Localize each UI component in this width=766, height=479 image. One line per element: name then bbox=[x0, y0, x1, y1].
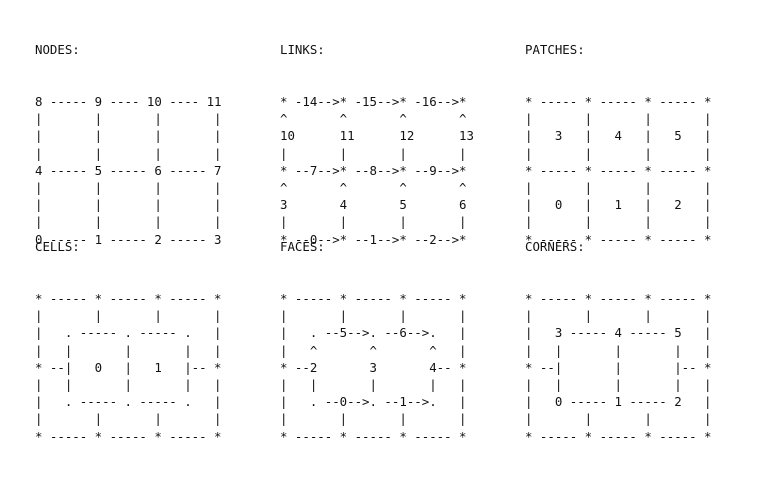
links-ascii-grid: * -14-->* -15-->* -16-->* ^ ^ ^ ^ 10 11 … bbox=[280, 94, 474, 247]
nodes-title: NODES: bbox=[35, 42, 80, 58]
corners-ascii-grid: * ----- * ----- * ----- * | | | | | 3 --… bbox=[525, 291, 712, 444]
links-title: LINKS: bbox=[280, 42, 325, 58]
grid-elements-diagram: NODES: 8 ----- 9 ---- 10 ---- 11 | | | |… bbox=[35, 7, 712, 443]
patches-ascii-grid: * ----- * ----- * ----- * | | | | | 3 | … bbox=[525, 94, 712, 247]
nodes-panel: NODES: 8 ----- 9 ---- 10 ---- 11 | | | |… bbox=[35, 7, 222, 282]
corners-panel: CORNERS: * ----- * ----- * ----- * | | |… bbox=[525, 204, 712, 479]
links-panel: LINKS: * -14-->* -15-->* -16-->* ^ ^ ^ ^… bbox=[280, 7, 474, 282]
corners-title: CORNERS: bbox=[525, 239, 585, 255]
nodes-ascii-grid: 8 ----- 9 ---- 10 ---- 11 | | | | | | | … bbox=[35, 94, 222, 247]
faces-title: FACES: bbox=[280, 239, 325, 255]
cells-panel: CELLS: * ----- * ----- * ----- * | | | |… bbox=[35, 204, 222, 479]
patches-panel: PATCHES: * ----- * ----- * ----- * | | |… bbox=[525, 7, 712, 282]
faces-ascii-grid: * ----- * ----- * ----- * | | | | | . --… bbox=[280, 291, 467, 444]
patches-title: PATCHES: bbox=[525, 42, 585, 58]
cells-ascii-grid: * ----- * ----- * ----- * | | | | | . --… bbox=[35, 291, 222, 444]
cells-title: CELLS: bbox=[35, 239, 80, 255]
faces-panel: FACES: * ----- * ----- * ----- * | | | |… bbox=[280, 204, 467, 479]
